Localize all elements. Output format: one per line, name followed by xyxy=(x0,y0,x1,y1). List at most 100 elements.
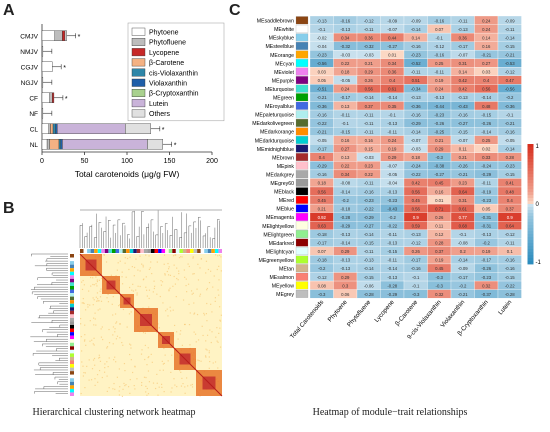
heatmap-cell-value: -0.24 xyxy=(481,164,491,169)
heatmap-speckle xyxy=(123,362,126,365)
heatmap-cell-value: 0.35 xyxy=(388,104,397,109)
heatmap-cell-value: -0.13 xyxy=(387,189,397,194)
heatmap-speckle xyxy=(136,292,138,294)
heatmap-speckle xyxy=(200,258,202,260)
heatmap-speckle xyxy=(167,262,169,265)
module-color-left xyxy=(70,289,74,294)
heatmap-speckle xyxy=(185,377,188,379)
heatmap-speckle xyxy=(146,289,148,291)
heatmap-speckle xyxy=(193,331,195,333)
heatmap-cell-value: -0.11 xyxy=(505,241,515,246)
heatmap-cell-value: -0.16 xyxy=(458,112,468,117)
module-color-left xyxy=(70,310,74,315)
module-label: MElightyellow xyxy=(262,224,294,230)
heatmap-speckle xyxy=(154,387,157,390)
heatmap-speckle xyxy=(81,288,84,291)
heatmap-speckle xyxy=(146,387,148,390)
heatmap-speckle xyxy=(84,324,86,326)
module-color-left xyxy=(70,353,74,357)
module-swatch xyxy=(295,50,309,59)
heatmap-cell-value: -0.11 xyxy=(458,18,468,23)
module-color-left xyxy=(70,371,74,375)
heatmap-cell-value: -0.16 xyxy=(505,258,515,263)
heatmap-cell-value: -0.13 xyxy=(387,241,397,246)
heatmap-cell-value: -0.29 xyxy=(387,292,397,297)
heatmap-speckle xyxy=(106,347,108,349)
heatmap-cell-value: -0.37 xyxy=(481,292,491,297)
module-swatch xyxy=(295,33,309,42)
heatmap-speckle xyxy=(175,296,177,298)
heatmap-cell-value: -0.23 xyxy=(364,198,374,203)
heatmap-speckle xyxy=(196,288,198,290)
heatmap-speckle xyxy=(160,284,163,286)
module-color-top xyxy=(108,249,112,253)
heatmap-speckle xyxy=(218,294,220,296)
module-swatch xyxy=(295,110,309,119)
heatmap-cell-value: 0.42 xyxy=(459,78,468,83)
heatmap-cell-value: 0.24 xyxy=(482,18,491,23)
module-swatch xyxy=(295,290,309,298)
heatmap-cell-value: -0.2 xyxy=(483,241,491,246)
heatmap-speckle xyxy=(119,260,121,262)
heatmap-cell-value: 0.34 xyxy=(388,61,397,66)
module-label: MEorange xyxy=(270,53,294,59)
heatmap-speckle xyxy=(129,379,131,381)
heatmap-speckle xyxy=(198,360,200,362)
heatmap-cell-value: -0.17 xyxy=(481,258,491,263)
heatmap-cell-value: -0.1 xyxy=(459,232,467,237)
heatmap-speckle xyxy=(205,313,208,315)
colorbar-step xyxy=(527,171,534,175)
colorbar-step xyxy=(527,201,534,205)
heatmap-speckle xyxy=(147,347,149,349)
heatmap-speckle xyxy=(195,341,197,343)
module-label: MEdarkorange xyxy=(260,130,294,136)
heatmap-cell-value: -0.26 xyxy=(481,121,491,126)
heatmap-speckle xyxy=(148,356,150,358)
module-swatch xyxy=(295,42,309,50)
heatmap-cell-value: 0.42 xyxy=(412,181,421,186)
module-swatch xyxy=(295,247,309,256)
module-color-top xyxy=(97,249,102,253)
heatmap-speckle xyxy=(92,283,94,286)
heatmap-speckle xyxy=(157,394,159,396)
bar-segment xyxy=(48,123,51,134)
heatmap-speckle xyxy=(100,288,102,290)
heatmap-speckle xyxy=(163,390,165,393)
heatmap-speckle xyxy=(101,376,103,379)
heatmap-speckle xyxy=(206,349,208,351)
heatmap-cell-value: 0.9 xyxy=(413,215,420,220)
heatmap-speckle xyxy=(87,306,89,308)
module-color-top xyxy=(119,249,123,253)
heatmap-speckle xyxy=(83,284,85,286)
heatmap-cell-value: -0.2 xyxy=(459,283,467,288)
heatmap-speckle xyxy=(84,386,86,389)
heatmap-speckle xyxy=(116,321,118,323)
module-color-top xyxy=(214,249,219,253)
heatmap-speckle xyxy=(96,292,99,294)
heatmap-speckle xyxy=(119,386,121,388)
heatmap-cell-value: -0.08 xyxy=(458,241,468,246)
trait-label: Phytoene xyxy=(327,299,350,324)
heatmap-speckle xyxy=(206,320,208,322)
heatmap-speckle xyxy=(165,310,167,312)
heatmap-cell-value: -0.05 xyxy=(387,172,397,177)
trait-label: Total Carotenoids xyxy=(289,299,325,340)
heatmap-cell-value: 0.36 xyxy=(388,70,397,75)
heatmap-speckle xyxy=(174,283,177,285)
heatmap-cell-value: 0.14 xyxy=(459,70,468,75)
heatmap-cell-value: 0.07 xyxy=(318,249,327,254)
colorbar-step xyxy=(527,177,534,181)
heatmap-speckle xyxy=(208,350,210,352)
heatmap-cell-value: 0.22 xyxy=(365,172,374,177)
module-color-top xyxy=(172,249,176,253)
heatmap-cell-value: -0.07 xyxy=(387,164,397,169)
heatmap-speckle xyxy=(99,290,101,292)
heatmap-speckle xyxy=(173,275,175,278)
bar-segment xyxy=(41,123,49,134)
heatmap-cell-value: -0.15 xyxy=(481,112,491,117)
heatmap-speckle xyxy=(133,384,135,387)
module-swatch xyxy=(295,230,309,238)
heatmap-cell-value: 0.21 xyxy=(435,138,444,143)
module-label: MEturquoise xyxy=(265,87,294,93)
colorbar-step xyxy=(527,231,534,235)
